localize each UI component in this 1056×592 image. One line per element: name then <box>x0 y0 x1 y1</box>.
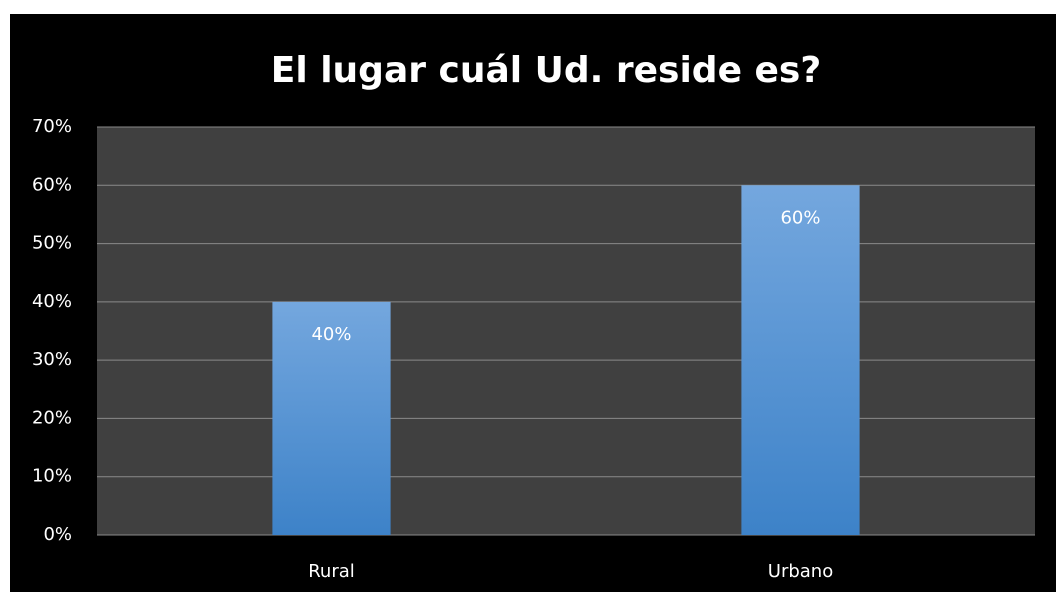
bar <box>741 185 860 536</box>
data-label: 40% <box>311 324 351 345</box>
y-tick-label: 30% <box>32 349 72 370</box>
y-tick-label: 10% <box>32 466 72 487</box>
y-tick-label: 40% <box>32 291 72 312</box>
plot-area <box>97 127 1035 535</box>
x-tick-label: Urbano <box>768 561 833 582</box>
data-label: 60% <box>780 207 820 228</box>
y-tick-label: 20% <box>32 407 72 428</box>
y-tick-label: 60% <box>32 174 72 195</box>
y-tick-label: 70% <box>32 116 72 137</box>
bar <box>272 301 391 535</box>
chart-title: El lugar cuál Ud. reside es? <box>271 50 822 91</box>
y-tick-label: 0% <box>43 524 72 545</box>
y-tick-label: 50% <box>32 233 72 254</box>
x-tick-label: Rural <box>308 561 355 582</box>
